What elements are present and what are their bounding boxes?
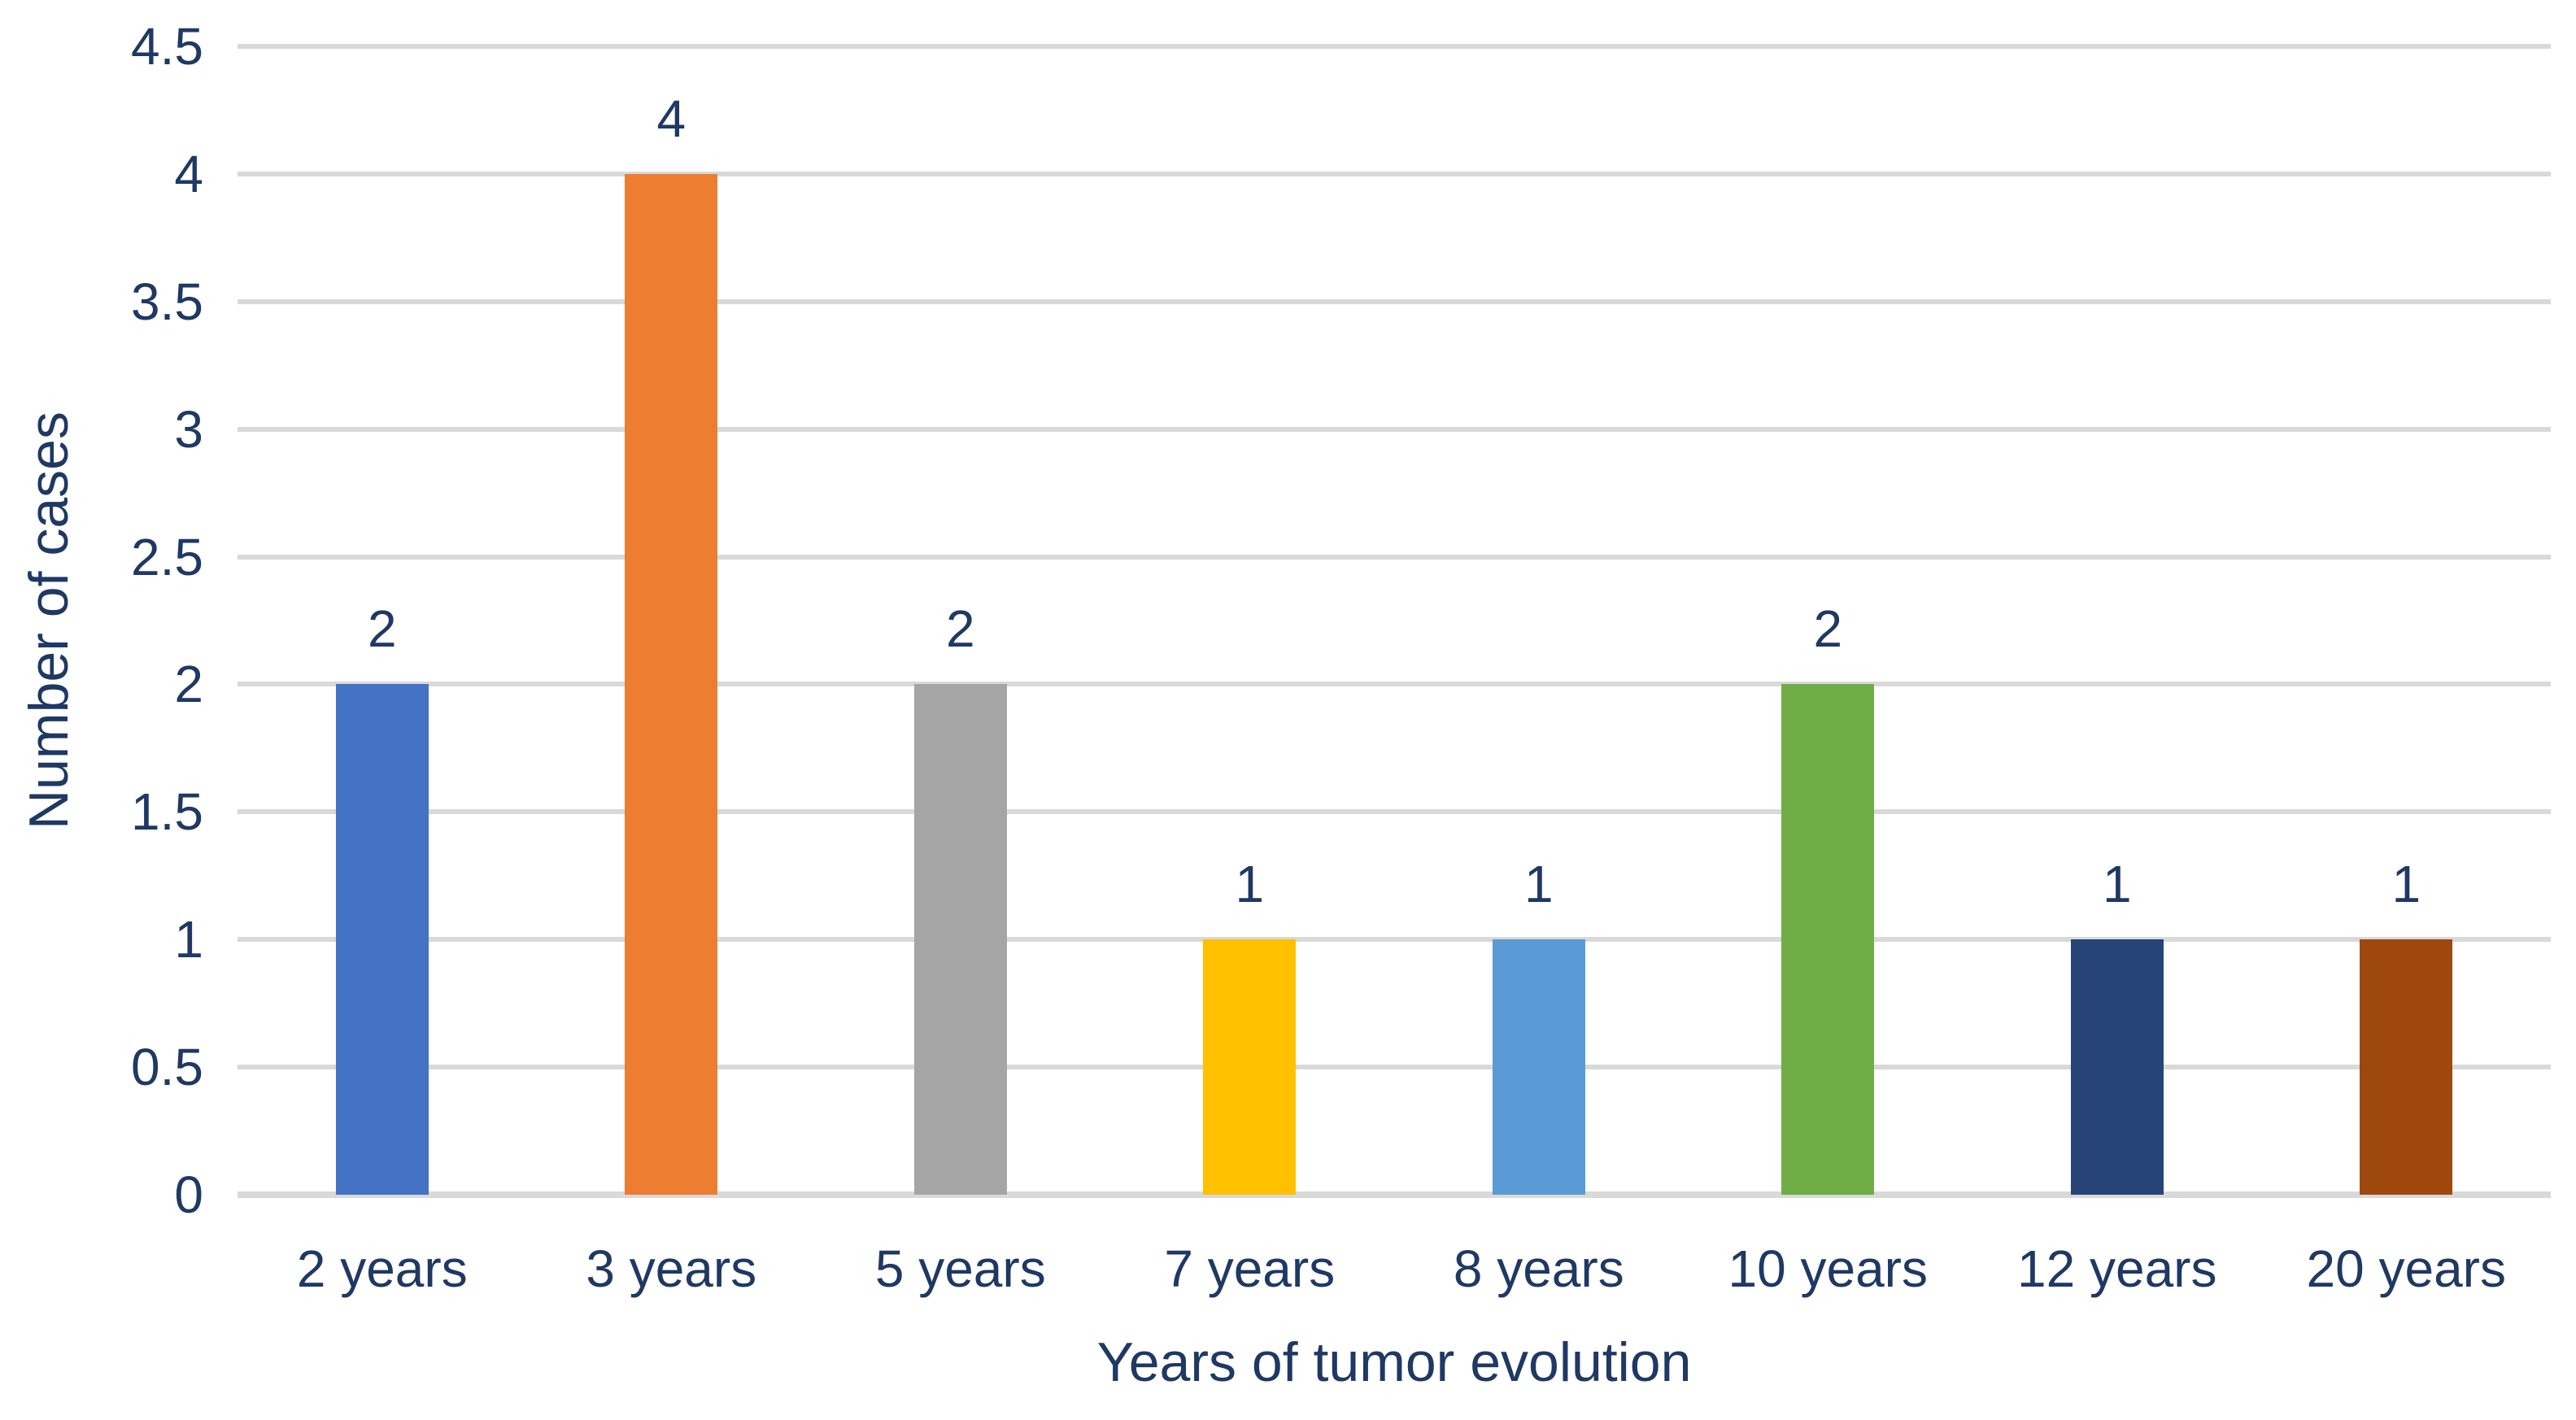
x-tick-label: 7 years <box>1164 1239 1336 1298</box>
y-tick-label: 1.5 <box>131 782 203 842</box>
x-axis-tick-labels: 2 years 3 years 5 years 7 years 8 years 10 ye… <box>238 1232 2551 1305</box>
gridline <box>238 809 2551 815</box>
gridline <box>238 937 2551 943</box>
y-tick-label: 4 <box>174 144 203 203</box>
bar-data-label: 1 <box>2391 855 2421 914</box>
y-tick-label: 1 <box>174 910 203 969</box>
gridline <box>238 682 2551 687</box>
bar-slot: 2 <box>816 46 1105 1195</box>
x-tick-label: 8 years <box>1453 1239 1624 1298</box>
bar-5-years <box>913 684 1007 1195</box>
bar-10-years <box>1781 684 1875 1195</box>
gridline <box>238 171 2551 176</box>
bar-data-label: 1 <box>1523 855 1554 914</box>
bar-slot: 1 <box>1105 46 1395 1195</box>
bar-data-label: 2 <box>367 599 397 659</box>
y-tick-label: 0 <box>174 1165 203 1224</box>
bar-slot: 1 <box>1972 46 2262 1195</box>
gridline <box>238 1065 2551 1070</box>
bar-slot: 2 <box>1684 46 1973 1195</box>
y-tick-label: 3 <box>174 399 203 459</box>
y-tick-label: 3.5 <box>131 272 203 331</box>
x-axis-title: Years of tumor evolution <box>1096 1331 1692 1393</box>
plot-area: 2 4 2 1 1 2 1 1 <box>238 44 2552 1198</box>
x-axis-line <box>238 1191 2551 1198</box>
y-tick-label: 2.5 <box>131 527 203 586</box>
y-tick-label: 2 <box>174 655 203 714</box>
bar-3-years <box>625 173 718 1195</box>
y-tick-label: 4.5 <box>131 17 203 76</box>
bar-data-label: 4 <box>656 89 686 148</box>
bar-7-years <box>1203 939 1297 1195</box>
y-axis-tick-labels: 0 0.5 1 1.5 2 2.5 3 3.5 4 4.5 <box>0 20 203 1221</box>
bar-12-years <box>2070 939 2164 1195</box>
gridline <box>238 426 2551 432</box>
gridline <box>238 298 2551 304</box>
bar-slot: 4 <box>527 46 817 1195</box>
bar-data-label: 1 <box>1235 855 1265 914</box>
bar-data-label: 2 <box>1813 599 1843 659</box>
x-tick-label: 2 years <box>296 1239 468 1298</box>
y-tick-label: 0.5 <box>131 1038 203 1097</box>
bar-slot: 1 <box>1394 46 1684 1195</box>
gridline <box>238 554 2551 560</box>
bar-data-label: 1 <box>2102 855 2132 914</box>
x-tick-label: 3 years <box>586 1239 757 1298</box>
x-tick-label: 20 years <box>2306 1239 2506 1298</box>
bar-data-label: 2 <box>945 599 975 659</box>
bar-8-years <box>1492 939 1585 1195</box>
bar-slot: 1 <box>2262 46 2552 1195</box>
bar-slot: 2 <box>238 46 527 1195</box>
x-tick-label: 5 years <box>874 1239 1046 1298</box>
gridline <box>238 44 2551 49</box>
x-tick-label: 12 years <box>2017 1239 2217 1298</box>
bar-2-years <box>335 684 429 1195</box>
bar-20-years <box>2360 939 2453 1195</box>
x-tick-label: 10 years <box>1728 1239 1928 1298</box>
